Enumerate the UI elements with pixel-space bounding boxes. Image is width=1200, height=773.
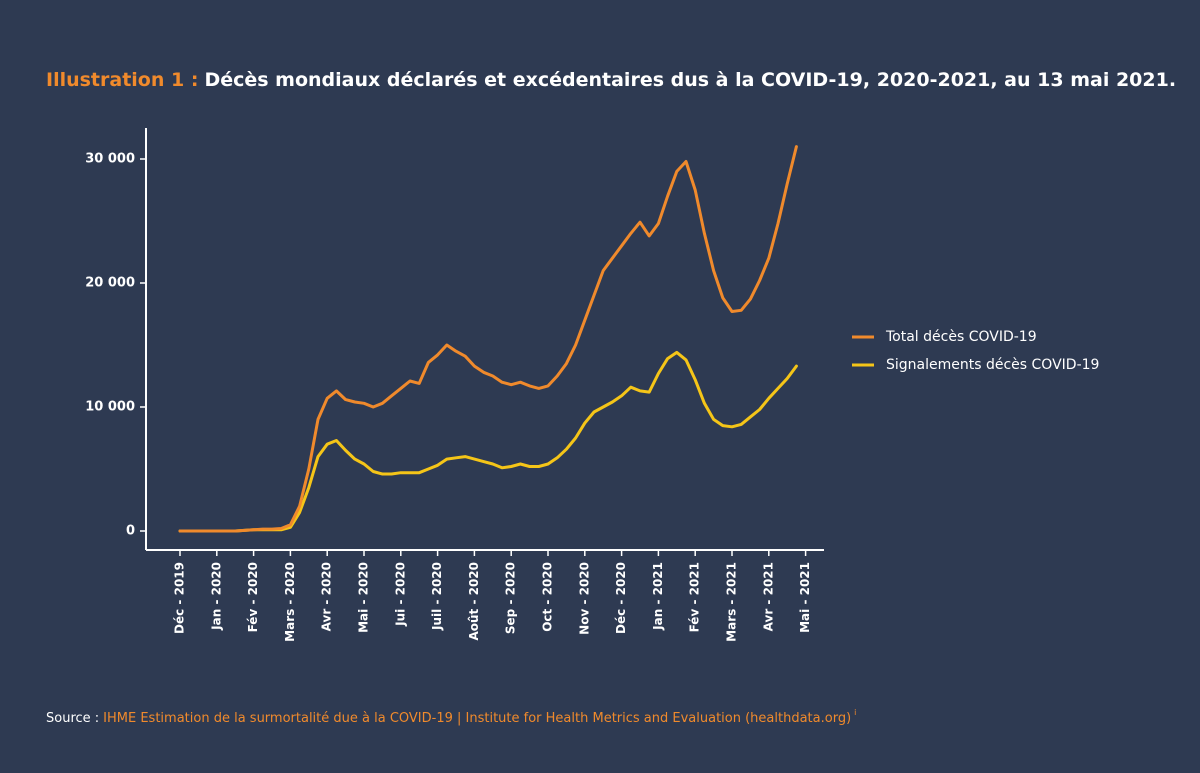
x-tick-label: Fév - 2020 bbox=[246, 562, 260, 632]
source-label: Source : bbox=[46, 711, 99, 726]
x-tick-label: Mars - 2020 bbox=[283, 562, 297, 642]
legend-label: Signalements décès COVID-19 bbox=[886, 357, 1099, 373]
x-tick-label: Jui - 2020 bbox=[393, 562, 407, 627]
x-tick-label: Avr - 2021 bbox=[761, 562, 775, 631]
source-note: i bbox=[854, 708, 856, 717]
y-tick-label: 10 000 bbox=[85, 400, 135, 415]
x-tick-label: Déc - 2020 bbox=[614, 562, 628, 634]
x-tick-label: Mai - 2021 bbox=[798, 562, 812, 633]
x-tick-label: Avr - 2020 bbox=[320, 562, 334, 631]
source-text: IHME Estimation de la surmortalité due à… bbox=[103, 711, 851, 726]
x-tick-label: Oct - 2020 bbox=[541, 562, 555, 632]
legend-label: Total décès COVID-19 bbox=[885, 329, 1037, 345]
x-tick-label: Fév - 2021 bbox=[688, 562, 702, 632]
x-tick-label: Jan - 2020 bbox=[209, 562, 223, 631]
x-tick-label: Août - 2020 bbox=[467, 562, 481, 641]
source: Source : IHME Estimation de la surmortali… bbox=[46, 708, 856, 726]
x-tick-label: Juil - 2020 bbox=[430, 562, 444, 631]
title-text: Décès mondiaux déclarés et excédentaires… bbox=[204, 69, 1176, 91]
x-tick-label: Jan - 2021 bbox=[651, 562, 665, 631]
x-tick-label: Déc - 2019 bbox=[173, 562, 187, 634]
title-label: Illustration 1 : bbox=[46, 69, 198, 91]
x-tick-label: Sep - 2020 bbox=[504, 562, 518, 634]
y-tick-label: 30 000 bbox=[85, 152, 135, 167]
y-tick-label: 20 000 bbox=[85, 276, 135, 291]
series-line bbox=[178, 145, 798, 533]
chart-title: Illustration 1 : Décès mondiaux déclarés … bbox=[46, 69, 1176, 91]
x-tick-label: Nov - 2020 bbox=[577, 562, 591, 635]
x-tick-label: Mai - 2020 bbox=[357, 562, 371, 633]
x-tick-label: Mars - 2021 bbox=[725, 562, 739, 642]
y-tick-label: 0 bbox=[126, 524, 135, 539]
